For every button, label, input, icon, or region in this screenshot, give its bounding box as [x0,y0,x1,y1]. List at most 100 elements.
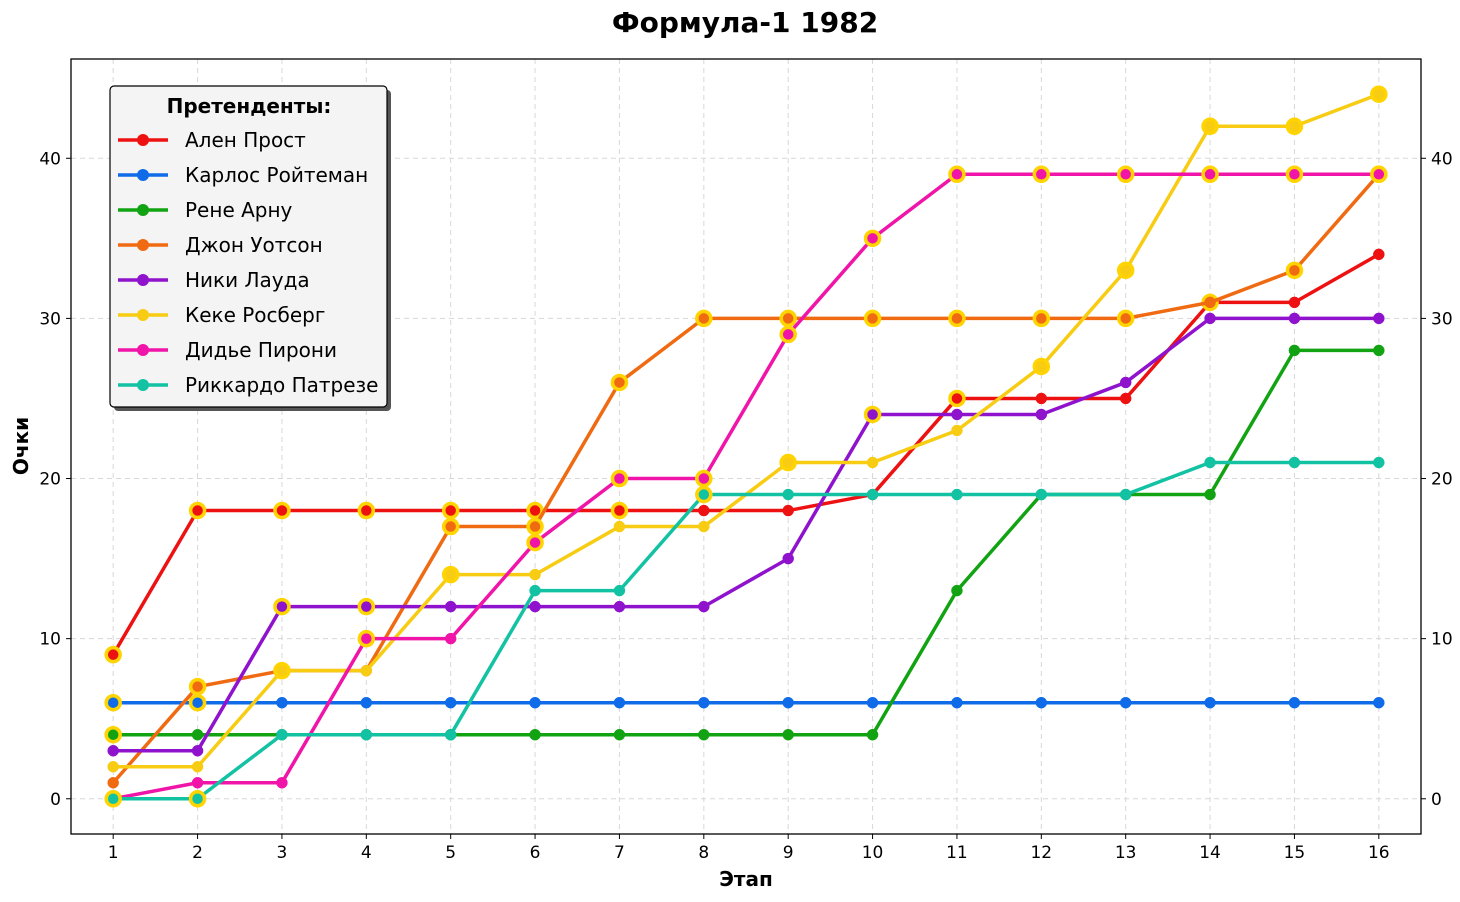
data-point-highlight [863,229,882,248]
legend-entry-label: Дидье Пирони [185,338,337,362]
data-point-highlight [863,309,882,328]
data-point-highlight [1285,261,1304,280]
data-point-highlight [273,501,291,520]
data-point-highlight [1116,309,1135,328]
data-point-highlight [779,309,797,328]
data-point [107,744,119,757]
y-tick-label-right: 40 [1431,149,1453,169]
data-point [444,600,457,613]
data-point [1373,248,1385,261]
data-point [782,504,794,517]
data-point-highlight [948,165,966,184]
data-point-highlight [188,501,207,520]
data-point [107,777,119,789]
y-tick-label-right: 30 [1431,309,1453,329]
data-point-highlight [695,469,713,488]
data-point [951,584,963,597]
data-point [360,696,373,709]
data-point [1373,312,1385,325]
data-point-highlight [357,501,376,520]
data-point [191,760,204,773]
data-point [613,728,626,741]
x-tick-label: 5 [445,843,456,863]
legend-entry-label: Ники Лауда [185,268,310,292]
data-point [951,696,963,709]
data-point [866,728,879,741]
data-point [698,600,710,613]
y-tick-label-right: 0 [1431,790,1442,810]
data-point [1288,344,1301,357]
chart-title: Формула-1 1982 [612,6,878,39]
data-point-highlight [1370,165,1388,184]
data-point-highlight [1032,165,1051,184]
data-point [1119,696,1132,709]
y-tick-label-left: 0 [50,790,61,810]
data-point-highlight [526,501,544,520]
x-tick-label: 3 [277,843,288,863]
data-point-highlight [357,629,376,648]
data-point [107,760,119,773]
series-line [111,172,1381,801]
data-point [529,600,541,613]
data-point [1119,488,1132,501]
data-point-highlight [104,645,122,664]
x-tick-label: 7 [614,843,625,863]
data-point [866,696,879,709]
data-point [782,488,794,501]
data-point [444,728,457,741]
data-point-highlight [526,533,544,552]
legend-box [109,85,388,408]
legend-entry-label: Рене Арну [185,198,293,222]
data-point-highlight [357,597,376,616]
data-point-highlight [695,309,713,328]
plot-area-frame [70,58,1422,835]
data-point [1373,696,1385,709]
data-point-highlight [104,693,122,712]
data-point [951,488,963,501]
legend-swatch-marker [137,204,149,216]
data-point-highlight [779,453,797,472]
data-point [866,488,879,501]
y-tick-label-right: 10 [1431,630,1453,650]
legend-swatch-marker [137,239,149,251]
x-tick-label: 2 [192,843,203,863]
data-point [1204,296,1216,309]
data-point [276,696,288,709]
data-point [1288,296,1301,309]
y-tick-label-left: 30 [39,309,61,329]
data-point [529,728,541,741]
series-7 [107,165,1388,805]
data-point [1373,344,1385,357]
data-point [782,696,794,709]
legend-swatch-marker [137,379,149,391]
data-point-highlight [948,389,966,408]
x-tick-label: 13 [1115,843,1137,863]
x-tick-label: 1 [108,843,119,863]
series-lines [104,85,1388,808]
legend-entry-label: Кеке Росберг [185,303,325,327]
data-point-highlight [1285,117,1304,136]
data-point-highlight [1032,309,1051,328]
data-point [613,584,626,597]
data-point-highlight [441,501,460,520]
data-point-highlight [188,677,207,696]
data-point-highlight [1201,165,1219,184]
x-tick-label: 11 [946,843,968,863]
data-point [613,696,626,709]
data-point [276,777,288,789]
data-point-highlight [1370,85,1388,103]
x-tick-label: 16 [1368,843,1390,863]
legend-entry-label: Ален Прост [185,128,306,152]
data-point-highlight [610,373,629,392]
data-point-highlight [1032,357,1051,376]
data-point [698,696,710,709]
data-point-highlight [1201,117,1219,136]
x-tick-label: 10 [862,843,884,863]
data-point-highlight [441,565,460,584]
data-point [866,456,879,469]
data-point [1288,696,1301,709]
data-point-highlight [1285,165,1304,184]
data-point [444,632,457,645]
